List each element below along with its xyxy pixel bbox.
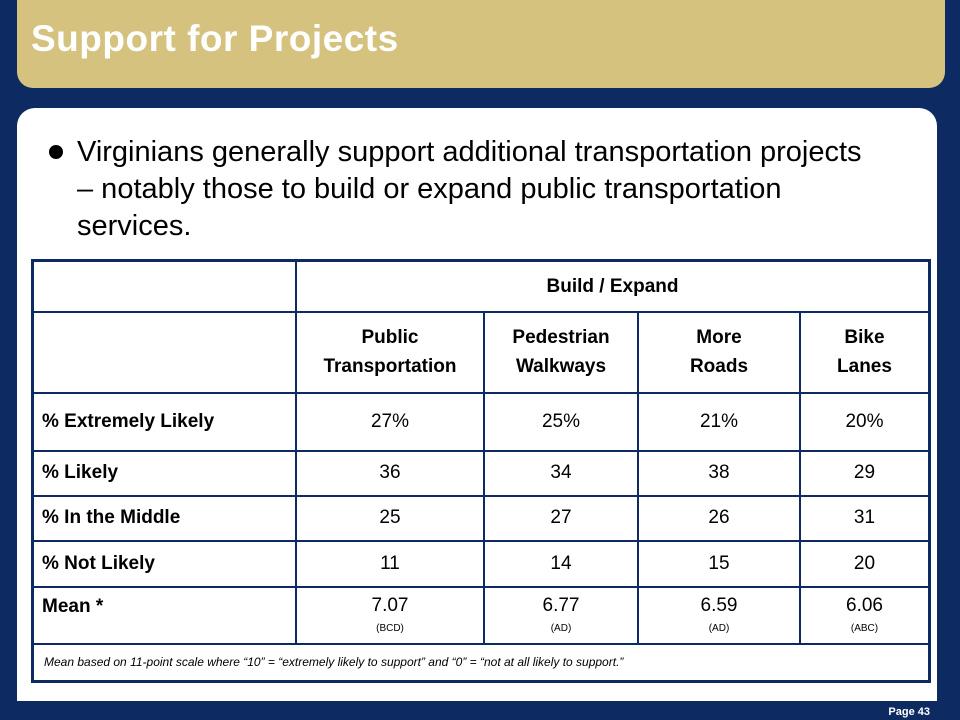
table-cell: 27 [483, 494, 639, 542]
mean-value: 6.06 [846, 595, 883, 616]
column-header-line: More [696, 327, 742, 348]
table-cell: 29 [799, 449, 931, 497]
table-row: % Likely 36 34 38 29 [31, 449, 931, 497]
row-label: % Extremely Likely [31, 391, 297, 452]
column-header-line: Transportation [323, 356, 457, 377]
table-cell: 6.59 (AD) [637, 585, 801, 645]
significance-note: (AD) [550, 623, 572, 634]
column-header-line: Pedestrian [512, 327, 610, 348]
significance-note: (BCD) [376, 623, 404, 634]
column-header: Bike Lanes [799, 310, 931, 394]
table-cell: 25 [295, 494, 485, 542]
table-cell: 36 [295, 449, 485, 497]
column-header: More Roads [637, 310, 801, 394]
table-header-row: Build / Expand [31, 259, 931, 313]
table-row: % Extremely Likely 27% 25% 21% 20% [31, 391, 931, 452]
column-header-line: Roads [689, 356, 749, 377]
column-header-line: Walkways [515, 356, 607, 377]
table-row: % In the Middle 25 27 26 31 [31, 494, 931, 542]
table-cell: 7.07 (BCD) [295, 585, 485, 645]
table-cell: 20% [799, 391, 931, 452]
title-bar: Support for Projects [17, 0, 945, 88]
table-cell: 25% [483, 391, 639, 452]
table-cell: 6.77 (AD) [483, 585, 639, 645]
column-header: Public Transportation [295, 310, 485, 394]
mean-value: 6.59 [700, 595, 738, 616]
table-cell: 31 [799, 494, 931, 542]
column-header-row: Public Transportation Pedestrian Walkway… [31, 310, 931, 394]
table-cell: 11 [295, 539, 485, 588]
table-cell: 27% [295, 391, 485, 452]
content-panel: Virginians generally support additional … [17, 108, 937, 701]
bullet-point: Virginians generally support additional … [49, 134, 879, 245]
table-cell: 6.06 (ABC) [799, 585, 931, 645]
row-label: % In the Middle [31, 494, 297, 542]
column-header-line: Public [361, 327, 419, 348]
bullet-icon [49, 145, 63, 159]
significance-note: (AD) [708, 623, 730, 634]
bullet-text: Virginians generally support additional … [77, 136, 862, 242]
support-table: Build / Expand Public Transportation Ped… [31, 259, 931, 683]
significance-note: (ABC) [850, 623, 879, 634]
group-header: Build / Expand [295, 259, 931, 313]
table-cell: 15 [637, 539, 801, 588]
column-header: Pedestrian Walkways [483, 310, 639, 394]
mean-value: 6.77 [542, 595, 580, 616]
table-cell: 26 [637, 494, 801, 542]
page-number: Page 43 [888, 706, 930, 718]
mean-value: 7.07 [371, 595, 409, 616]
table-footnote: Mean based on 11-point scale where “10” … [31, 642, 931, 683]
empty-header-cell [31, 310, 297, 394]
table-cell: 20 [799, 539, 931, 588]
row-label: % Not Likely [31, 539, 297, 588]
column-header-line: Bike [844, 327, 885, 348]
table-cell: 14 [483, 539, 639, 588]
table-row: % Not Likely 11 14 15 20 [31, 539, 931, 588]
table-cell: 38 [637, 449, 801, 497]
row-label: % Likely [31, 449, 297, 497]
table-cell: 34 [483, 449, 639, 497]
page-title: Support for Projects [31, 18, 399, 59]
table-row: Mean * 7.07 (BCD) 6.77 (AD) 6.59 (AD) 6.… [31, 585, 931, 645]
empty-header-cell [31, 259, 297, 313]
row-label: Mean * [31, 585, 297, 645]
table-note-row: Mean based on 11-point scale where “10” … [31, 642, 931, 683]
column-header-line: Lanes [837, 356, 892, 377]
table-cell: 21% [637, 391, 801, 452]
